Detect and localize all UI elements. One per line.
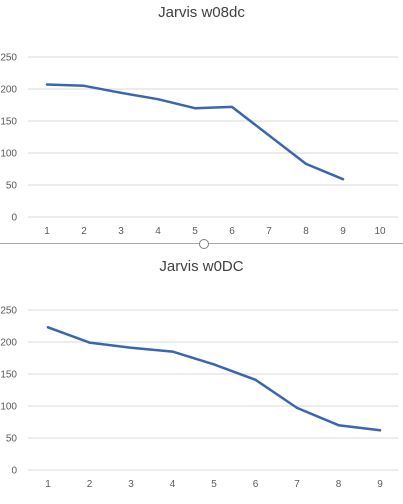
data-point xyxy=(230,105,234,109)
y-tick-label: 50 xyxy=(6,434,18,445)
data-point xyxy=(88,341,91,344)
x-tick-label: 3 xyxy=(128,479,134,490)
y-tick-label: 150 xyxy=(0,117,17,128)
y-tick-label: 200 xyxy=(0,338,17,349)
x-tick-label: 6 xyxy=(229,226,235,237)
data-point xyxy=(45,83,49,86)
x-tick-label: 1 xyxy=(45,479,51,490)
chart-title: Jarvis w08dc xyxy=(158,4,245,21)
line-chart-bottom: 0 50 100 150 200 250 1 2 3 4 5 6 7 8 9 xyxy=(0,306,398,490)
x-tick-label: 3 xyxy=(118,226,124,237)
y-tick-label: 150 xyxy=(0,370,17,381)
data-point xyxy=(337,424,340,427)
x-tick-label: 7 xyxy=(294,479,300,490)
x-tick-label: 8 xyxy=(303,226,309,237)
x-tick-label: 2 xyxy=(87,479,93,490)
x-tick-label: 5 xyxy=(192,226,198,237)
data-point xyxy=(341,178,345,181)
y-tick-label: 50 xyxy=(6,181,18,192)
series-line xyxy=(45,83,345,181)
y-tick-label: 200 xyxy=(0,85,17,96)
data-point xyxy=(212,363,216,366)
y-tick-label: 250 xyxy=(0,53,17,64)
x-tick-label: 4 xyxy=(170,479,176,490)
x-tick-label: 5 xyxy=(211,479,217,490)
line-chart-top: 0 50 100 150 200 250 1 2 3 4 5 6 7 8 9 10 xyxy=(0,53,398,237)
x-tick-label: 9 xyxy=(340,226,346,237)
data-point xyxy=(378,429,382,432)
data-point xyxy=(46,326,50,329)
x-tick-label: 7 xyxy=(266,226,272,237)
data-point xyxy=(171,350,174,353)
data-point xyxy=(82,84,86,88)
y-tick-label: 250 xyxy=(0,306,17,317)
y-tick-label: 0 xyxy=(11,213,17,224)
y-tick-label: 100 xyxy=(0,402,17,413)
chart-panel-bottom[interactable]: Jarvis w0DC 0 50 100 150 200 250 1 2 3 4 5 6 7 8 9 xyxy=(0,250,403,499)
x-tick-label: 2 xyxy=(81,226,87,237)
x-tick-label: 1 xyxy=(44,226,50,237)
y-tick-label: 0 xyxy=(11,466,17,477)
x-tick-label: 10 xyxy=(374,226,386,237)
series-line xyxy=(46,326,382,432)
data-point xyxy=(295,406,299,410)
data-point xyxy=(119,91,123,95)
x-tick-label: 8 xyxy=(336,479,342,490)
data-point xyxy=(304,162,308,166)
resize-handle[interactable] xyxy=(199,239,209,249)
x-tick-label: 4 xyxy=(155,226,161,237)
chart-title: Jarvis w0DC xyxy=(159,258,244,275)
data-point xyxy=(254,378,257,381)
chart-panel-top[interactable]: Jarvis w08dc 0 50 100 150 200 250 1 2 3 4 5 6 7 8 9 10 xyxy=(0,0,403,242)
y-tick-label: 100 xyxy=(0,149,17,160)
x-tick-label: 9 xyxy=(377,479,383,490)
data-point xyxy=(156,98,160,101)
data-point xyxy=(129,346,133,349)
data-point xyxy=(193,107,197,110)
x-tick-label: 6 xyxy=(253,479,259,490)
